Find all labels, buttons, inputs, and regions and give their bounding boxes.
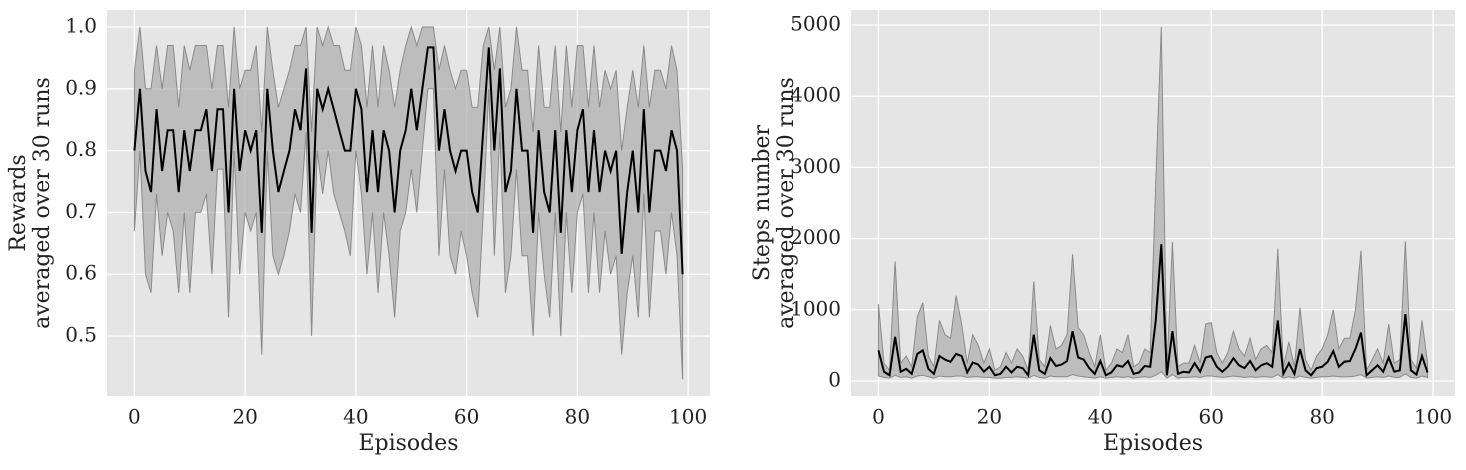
x-tick-label: 20	[977, 405, 1002, 429]
x-tick-label: 60	[454, 405, 479, 429]
x-tick-label: 80	[565, 405, 590, 429]
x-tick-label: 20	[232, 405, 257, 429]
y-tick-label: 1.0	[65, 13, 97, 37]
x-tick-label: 80	[1309, 405, 1334, 429]
x-tick-label: 100	[1414, 405, 1452, 429]
y-axis-label: averaged over 30 runs	[30, 77, 55, 329]
x-tick-label: 60	[1199, 405, 1224, 429]
x-tick-label: 0	[128, 405, 141, 429]
y-tick-label: 1000	[790, 296, 841, 320]
y-axis-label: Steps number	[750, 124, 775, 281]
y-tick-label: 0	[828, 367, 841, 391]
x-axis-label: Episodes	[358, 431, 458, 456]
y-tick-label: 5000	[790, 12, 841, 36]
y-tick-label: 0.8	[65, 137, 97, 161]
y-tick-label: 0.5	[65, 323, 97, 347]
y-tick-label: 3000	[790, 154, 841, 178]
x-tick-label: 40	[1088, 405, 1113, 429]
x-tick-label: 100	[669, 405, 707, 429]
x-axis-label: Episodes	[1103, 431, 1203, 456]
y-axis-label: Rewards	[6, 154, 31, 251]
mean-line	[877, 244, 1429, 378]
confidence-band	[133, 25, 684, 380]
y-tick-label: 4000	[790, 83, 841, 107]
y-axis-label: averaged over 30 runs	[774, 77, 799, 329]
x-tick-label: 40	[343, 405, 368, 429]
y-tick-label: 0.9	[65, 75, 97, 99]
y-tick-label: 0.6	[65, 261, 97, 285]
x-tick-label: 0	[872, 405, 885, 429]
confidence-band	[877, 27, 1429, 379]
mean-line	[133, 46, 684, 275]
y-tick-label: 0.7	[65, 199, 97, 223]
y-tick-label: 2000	[790, 225, 841, 249]
